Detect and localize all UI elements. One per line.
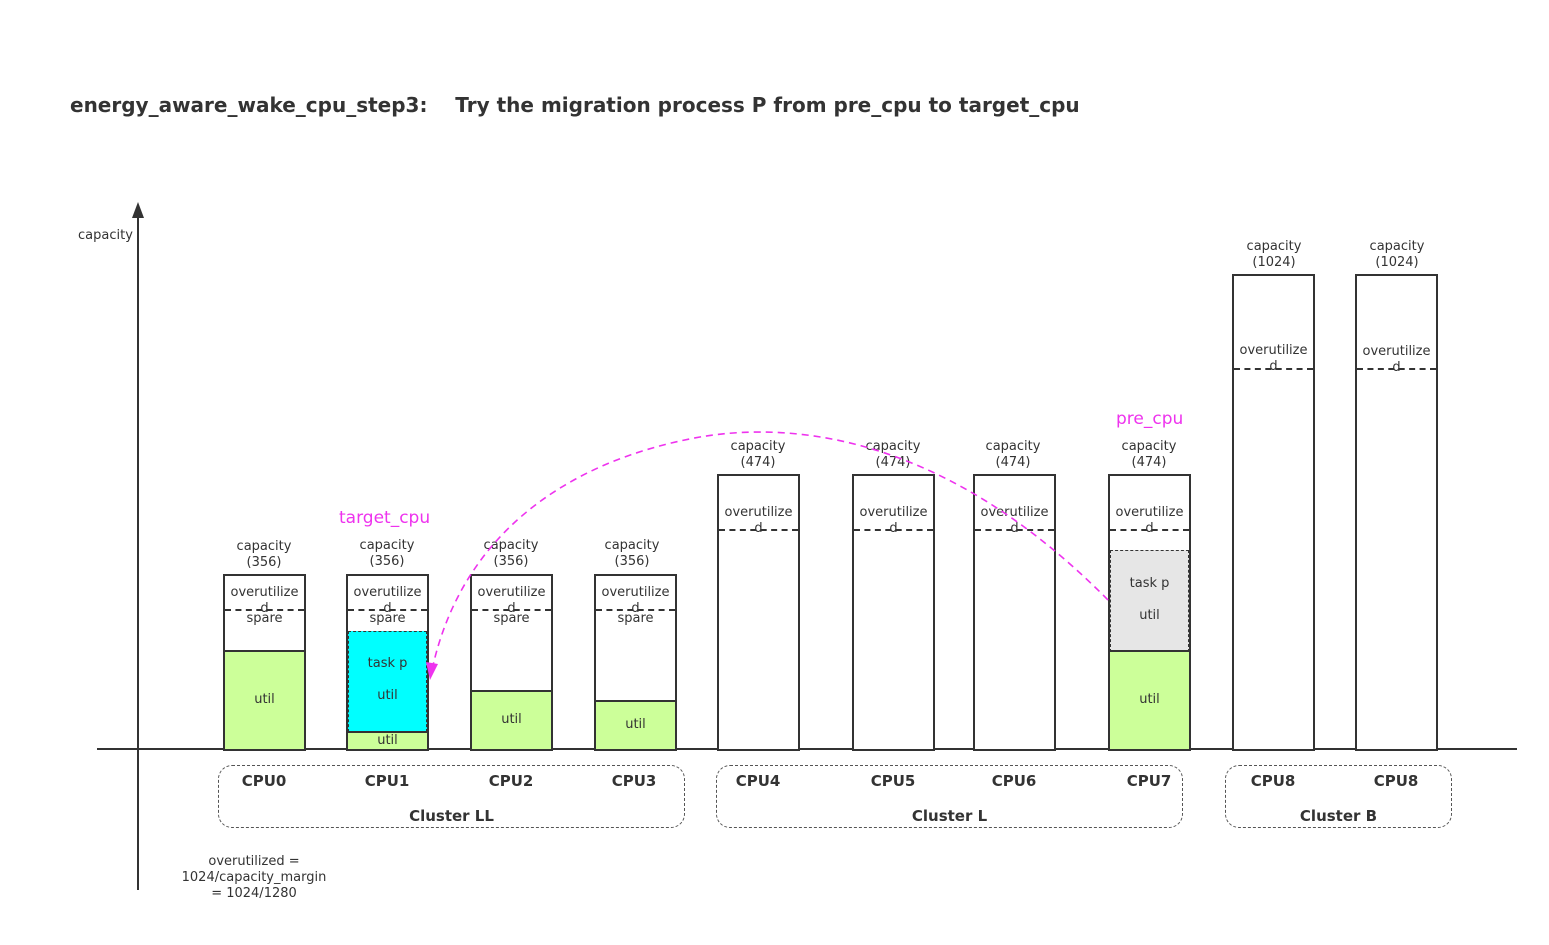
cpu8b-label: CPU8 [1373, 772, 1419, 790]
task-util-label: util [1139, 608, 1160, 623]
overutilized-label: overutilize d [980, 505, 1049, 536]
y-axis-arrow-icon [132, 202, 144, 218]
task-p-label: task p [367, 656, 408, 671]
overutilized-threshold [975, 529, 1054, 531]
overutilized-threshold [719, 529, 798, 531]
cpu8a-label: CPU8 [1250, 772, 1296, 790]
cpu8a-bar: overutilize d [1232, 274, 1315, 751]
overutilized-threshold [1357, 368, 1436, 370]
cpu4-label: CPU4 [735, 772, 781, 790]
overutilized-label: overutilize d [353, 585, 422, 616]
cpu1-label: CPU1 [364, 772, 410, 790]
cpu6-capacity-label: capacity (474) [985, 439, 1041, 470]
util-label: util [254, 692, 275, 707]
spare-label: spare [493, 611, 530, 626]
util-label: util [501, 712, 522, 727]
cpu8b-capacity-label: capacity (1024) [1369, 239, 1425, 270]
cpu5-capacity-label: capacity (474) [865, 439, 921, 470]
cpu0-label: CPU0 [241, 772, 287, 790]
spare-label: spare [617, 611, 654, 626]
cpu1-capacity-label: capacity (356) [359, 538, 415, 569]
overutilized-threshold [854, 529, 933, 531]
cpu8b-bar: overutilize d [1355, 274, 1438, 751]
task-p-label: task p [1129, 576, 1170, 591]
util-segment: util [472, 690, 551, 749]
overutilized-threshold [348, 609, 427, 611]
spare-label: spare [246, 611, 283, 626]
cpu2-capacity-label: capacity (356) [483, 538, 539, 569]
cpu7-label: CPU7 [1126, 772, 1172, 790]
cpu6-bar: overutilize d [973, 474, 1056, 751]
page-title: energy_aware_wake_cpu_step3: Try the mig… [70, 93, 1080, 117]
task-p-segment: task p util [348, 631, 427, 732]
util-label: util [1139, 692, 1160, 707]
target-cpu-label: target_cpu [339, 508, 431, 528]
cpu7-bar: overutilize d task p util util [1108, 474, 1191, 751]
util-label: util [625, 717, 646, 732]
overutilized-label: overutilize d [230, 585, 299, 616]
task-util-label: util [377, 688, 398, 703]
cluster-b-box [1225, 765, 1452, 828]
spare-label: spare [369, 611, 406, 626]
overutilized-label: overutilize d [859, 505, 928, 536]
cpu0-capacity-label: capacity (356) [236, 539, 292, 570]
overutilized-label: overutilize d [724, 505, 793, 536]
util-segment: util [1110, 650, 1189, 749]
cpu2-bar: overutilize d spare util [470, 574, 553, 751]
overutilized-note: overutilized = 1024/capacity_margin = 10… [181, 854, 327, 901]
y-axis-label: capacity [78, 228, 133, 243]
util-segment: util [596, 700, 675, 749]
cpu3-label: CPU3 [611, 772, 657, 790]
cpu7-capacity-label: capacity (474) [1121, 439, 1177, 470]
overutilized-label: overutilize d [1239, 343, 1308, 374]
cpu3-bar: overutilize d spare util [594, 574, 677, 751]
overutilized-threshold [225, 609, 304, 611]
pre-cpu-label: pre_cpu [1116, 409, 1184, 429]
cpu6-label: CPU6 [991, 772, 1037, 790]
cpu3-capacity-label: capacity (356) [604, 538, 660, 569]
overutilized-threshold [1234, 368, 1313, 370]
task-p-segment: task p util [1110, 550, 1189, 652]
cluster-ll-label: Cluster LL [409, 807, 494, 825]
cluster-l-box [716, 765, 1183, 828]
cpu5-label: CPU5 [870, 772, 916, 790]
cpu4-bar: overutilize d [717, 474, 800, 751]
cluster-ll-box [218, 765, 685, 828]
util-segment: util [225, 650, 304, 749]
cpu2-label: CPU2 [488, 772, 534, 790]
overutilized-threshold [1110, 529, 1189, 531]
overutilized-label: overutilize d [1115, 505, 1184, 536]
cluster-l-label: Cluster L [911, 807, 988, 825]
util-segment: util [348, 731, 427, 749]
cpu1-bar: overutilize d spare task p util util [346, 574, 429, 751]
cpu4-capacity-label: capacity (474) [730, 439, 786, 470]
cpu0-bar: overutilize d spare util [223, 574, 306, 751]
cpu5-bar: overutilize d [852, 474, 935, 751]
cpu8a-capacity-label: capacity (1024) [1246, 239, 1302, 270]
overutilized-label: overutilize d [1362, 344, 1431, 375]
util-label: util [377, 733, 398, 748]
cluster-b-label: Cluster B [1299, 807, 1378, 825]
